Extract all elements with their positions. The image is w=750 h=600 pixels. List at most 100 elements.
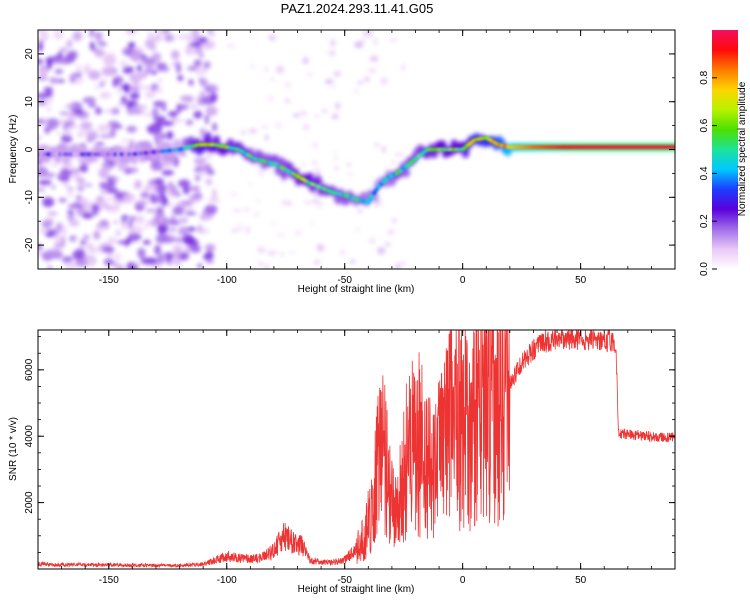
- noise-blob: [125, 30, 137, 35]
- noise-blob: [66, 210, 74, 214]
- noise-blob: [334, 167, 340, 170]
- noise-blob: [44, 126, 51, 135]
- noise-blob: [154, 244, 162, 256]
- noise-blob: [173, 252, 181, 257]
- noise-blob: [151, 107, 159, 118]
- noise-blob: [304, 199, 309, 205]
- noise-blob: [149, 45, 157, 52]
- snr-frame: [37, 329, 676, 570]
- ridge-core-blob: [367, 197, 373, 202]
- noise-blob: [144, 221, 149, 230]
- noise-blob: [177, 226, 189, 236]
- noise-blob: [154, 184, 168, 193]
- noise-blob: [313, 142, 317, 149]
- noise-blob: [389, 38, 398, 43]
- noise-blob: [55, 79, 66, 83]
- noise-blob: [89, 41, 95, 51]
- noise-blob: [44, 230, 58, 238]
- noise-blob: [134, 82, 143, 89]
- noise-blob: [56, 228, 62, 233]
- noise-blob: [38, 135, 42, 141]
- noise-blob: [137, 247, 146, 259]
- noise-blob: [77, 184, 85, 192]
- ridge-haze-blob: [138, 152, 147, 163]
- noise-blob: [52, 255, 58, 259]
- noise-blob: [151, 222, 156, 228]
- noise-blob: [281, 179, 285, 185]
- noise-blob: [124, 100, 139, 107]
- noise-blob: [171, 49, 180, 60]
- noise-blob: [395, 263, 401, 269]
- noise-blob: [38, 179, 52, 186]
- ridge-core-blob: [369, 194, 375, 199]
- noise-blob: [185, 45, 194, 56]
- noise-blob: [80, 121, 93, 131]
- noise-blob: [80, 239, 87, 246]
- noise-blob: [112, 124, 123, 129]
- y-tick-label: 10: [24, 96, 35, 108]
- noise-blob: [46, 58, 53, 69]
- noise-blob: [324, 79, 334, 85]
- noise-blob: [232, 209, 242, 212]
- noise-blob: [38, 187, 46, 192]
- noise-blob: [38, 42, 43, 52]
- noise-blob: [94, 107, 103, 115]
- noise-blob: [176, 62, 182, 74]
- noise-blob: [268, 36, 277, 41]
- noise-blob: [115, 264, 125, 269]
- noise-blob: [85, 242, 94, 252]
- noise-blob: [185, 119, 194, 126]
- x-tick-label: -100: [217, 575, 237, 586]
- noise-blob: [330, 84, 337, 89]
- noise-blob: [58, 198, 67, 203]
- noise-blob: [79, 164, 89, 173]
- noise-blob: [199, 78, 208, 88]
- noise-blob: [73, 110, 85, 115]
- noise-blob: [210, 106, 218, 115]
- noise-blob: [75, 64, 82, 74]
- noise-blob: [47, 118, 60, 129]
- noise-blob: [112, 79, 118, 88]
- noise-blob: [122, 83, 131, 94]
- noise-blob: [177, 251, 190, 261]
- noise-blob: [180, 95, 195, 102]
- noise-blob: [316, 200, 324, 208]
- noise-blob: [88, 103, 97, 108]
- noise-blob: [380, 77, 388, 85]
- noise-blob: [84, 63, 90, 75]
- noise-blob: [275, 121, 282, 130]
- noise-blob: [68, 219, 80, 227]
- noise-blob: [46, 106, 51, 113]
- colorbar-tick-label: 0.4: [699, 166, 710, 180]
- noise-blob: [256, 169, 265, 173]
- noise-blob: [145, 208, 157, 213]
- noise-blob: [116, 240, 129, 244]
- noise-blob: [93, 230, 101, 240]
- noise-blob: [276, 65, 285, 74]
- noise-blob: [103, 258, 115, 266]
- noise-blob: [60, 235, 66, 246]
- noise-blob: [105, 52, 116, 62]
- noise-blob: [254, 211, 260, 218]
- noise-blob: [188, 186, 201, 191]
- noise-blob: [390, 160, 396, 165]
- noise-blob: [159, 217, 164, 224]
- chart-title: PAZ1.2024.293.11.41.G05: [280, 1, 434, 16]
- noise-blob: [212, 188, 217, 200]
- noise-blob: [356, 227, 360, 232]
- noise-blob: [368, 68, 374, 74]
- x-tick-label: -50: [337, 575, 352, 586]
- noise-blob: [267, 251, 276, 256]
- noise-blob: [242, 208, 251, 212]
- noise-blob: [185, 245, 191, 255]
- noise-blob: [99, 134, 113, 139]
- spectrogram-y-axis: -20 -10 0 10 20: [24, 29, 675, 270]
- noise-blob: [205, 86, 220, 90]
- noise-blob: [99, 82, 105, 88]
- noise-blob: [172, 205, 185, 216]
- noise-blob: [124, 169, 132, 175]
- noise-blob: [58, 51, 63, 58]
- noise-blob: [179, 217, 189, 224]
- ridge-core-blob: [671, 145, 675, 149]
- noise-blob: [107, 237, 118, 244]
